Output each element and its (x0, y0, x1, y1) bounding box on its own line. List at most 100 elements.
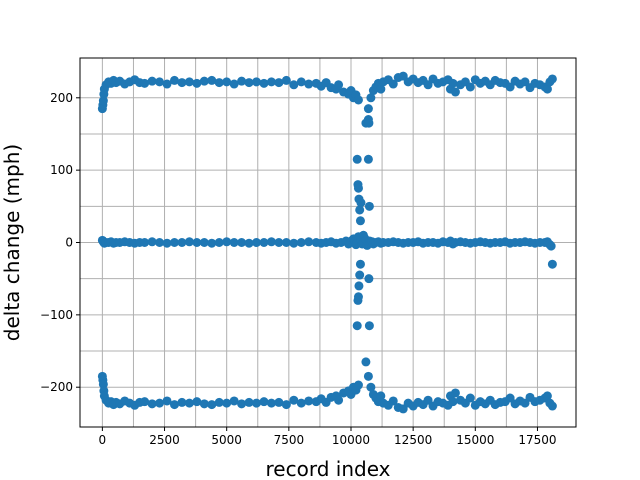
data-point (214, 397, 224, 407)
data-point (177, 238, 187, 247)
data-point (252, 77, 262, 87)
y-tick-label: −200 (40, 380, 73, 394)
data-point (542, 391, 552, 401)
data-point (229, 396, 239, 406)
data-point (296, 77, 306, 87)
data-point (352, 154, 362, 164)
data-point (547, 259, 557, 269)
data-point (304, 79, 314, 89)
data-point (192, 238, 202, 247)
data-point (274, 238, 284, 247)
data-point (334, 80, 344, 90)
x-tick-label: 10000 (332, 433, 370, 447)
data-point (184, 77, 194, 87)
data-point (214, 78, 224, 88)
data-point (169, 238, 179, 247)
data-point (184, 237, 194, 247)
data-point (177, 78, 187, 88)
data-point (222, 77, 232, 87)
data-point (162, 79, 172, 89)
data-point (98, 379, 108, 389)
data-point (296, 238, 306, 247)
data-point (192, 397, 202, 407)
data-point (274, 78, 284, 88)
data-point (289, 80, 299, 90)
data-point (356, 198, 366, 208)
data-point (207, 238, 217, 248)
data-point (98, 96, 108, 106)
data-point (388, 396, 398, 406)
x-tick-label: 17500 (518, 433, 556, 447)
data-point (355, 205, 365, 215)
data-point (259, 397, 269, 407)
data-point (207, 400, 217, 410)
data-point (169, 400, 179, 410)
data-point (266, 77, 276, 87)
data-point (229, 79, 239, 89)
data-point (304, 237, 314, 247)
data-point (140, 238, 150, 247)
data-point (259, 78, 269, 88)
data-point (546, 241, 556, 251)
data-point (155, 398, 165, 408)
data-point (289, 238, 299, 248)
data-point (296, 398, 306, 408)
data-point (266, 398, 276, 408)
data-point (388, 79, 398, 89)
data-point (177, 397, 187, 407)
data-point (229, 238, 239, 247)
data-point (352, 321, 362, 331)
data-point (184, 398, 194, 408)
y-tick-label: 100 (50, 163, 73, 177)
data-point (199, 76, 209, 86)
data-point (363, 154, 373, 164)
data-point (364, 321, 374, 331)
data-point (353, 183, 363, 193)
data-point (281, 400, 291, 410)
data-point (353, 380, 363, 390)
x-tick-label: 15000 (456, 433, 494, 447)
data-point (237, 238, 247, 247)
y-tick-label: −100 (40, 308, 73, 322)
data-point (281, 238, 291, 247)
data-point (274, 397, 284, 407)
data-point (448, 78, 458, 88)
data-point (140, 397, 150, 407)
data-point (547, 401, 557, 411)
data-point (376, 84, 386, 94)
data-point (366, 93, 376, 103)
data-point (465, 82, 475, 92)
x-tick-label: 2500 (149, 433, 180, 447)
data-point (361, 357, 371, 367)
data-point (252, 238, 262, 247)
data-point (147, 76, 157, 86)
data-point (169, 75, 179, 85)
data-point (363, 371, 373, 381)
data-point (140, 78, 150, 88)
data-point (364, 201, 374, 211)
x-tick-label: 12500 (394, 433, 432, 447)
data-point (542, 84, 552, 94)
data-point (252, 398, 262, 408)
data-point (448, 397, 458, 407)
data-point (364, 118, 374, 128)
data-point (155, 238, 165, 247)
data-point (363, 104, 373, 114)
data-points (97, 71, 557, 414)
data-point (304, 396, 314, 406)
x-axis-label: record index (266, 457, 391, 480)
y-tick-label: 200 (50, 91, 73, 105)
data-point (222, 237, 232, 247)
data-point (354, 281, 364, 291)
x-tick-label: 5000 (211, 433, 242, 447)
data-point (355, 216, 365, 226)
x-tick-label: 0 (99, 433, 107, 447)
data-point (266, 237, 276, 247)
data-point (366, 382, 376, 392)
data-point (192, 78, 202, 88)
data-point (450, 87, 460, 97)
data-point (155, 77, 165, 87)
data-point (147, 237, 157, 247)
data-point (244, 78, 254, 88)
